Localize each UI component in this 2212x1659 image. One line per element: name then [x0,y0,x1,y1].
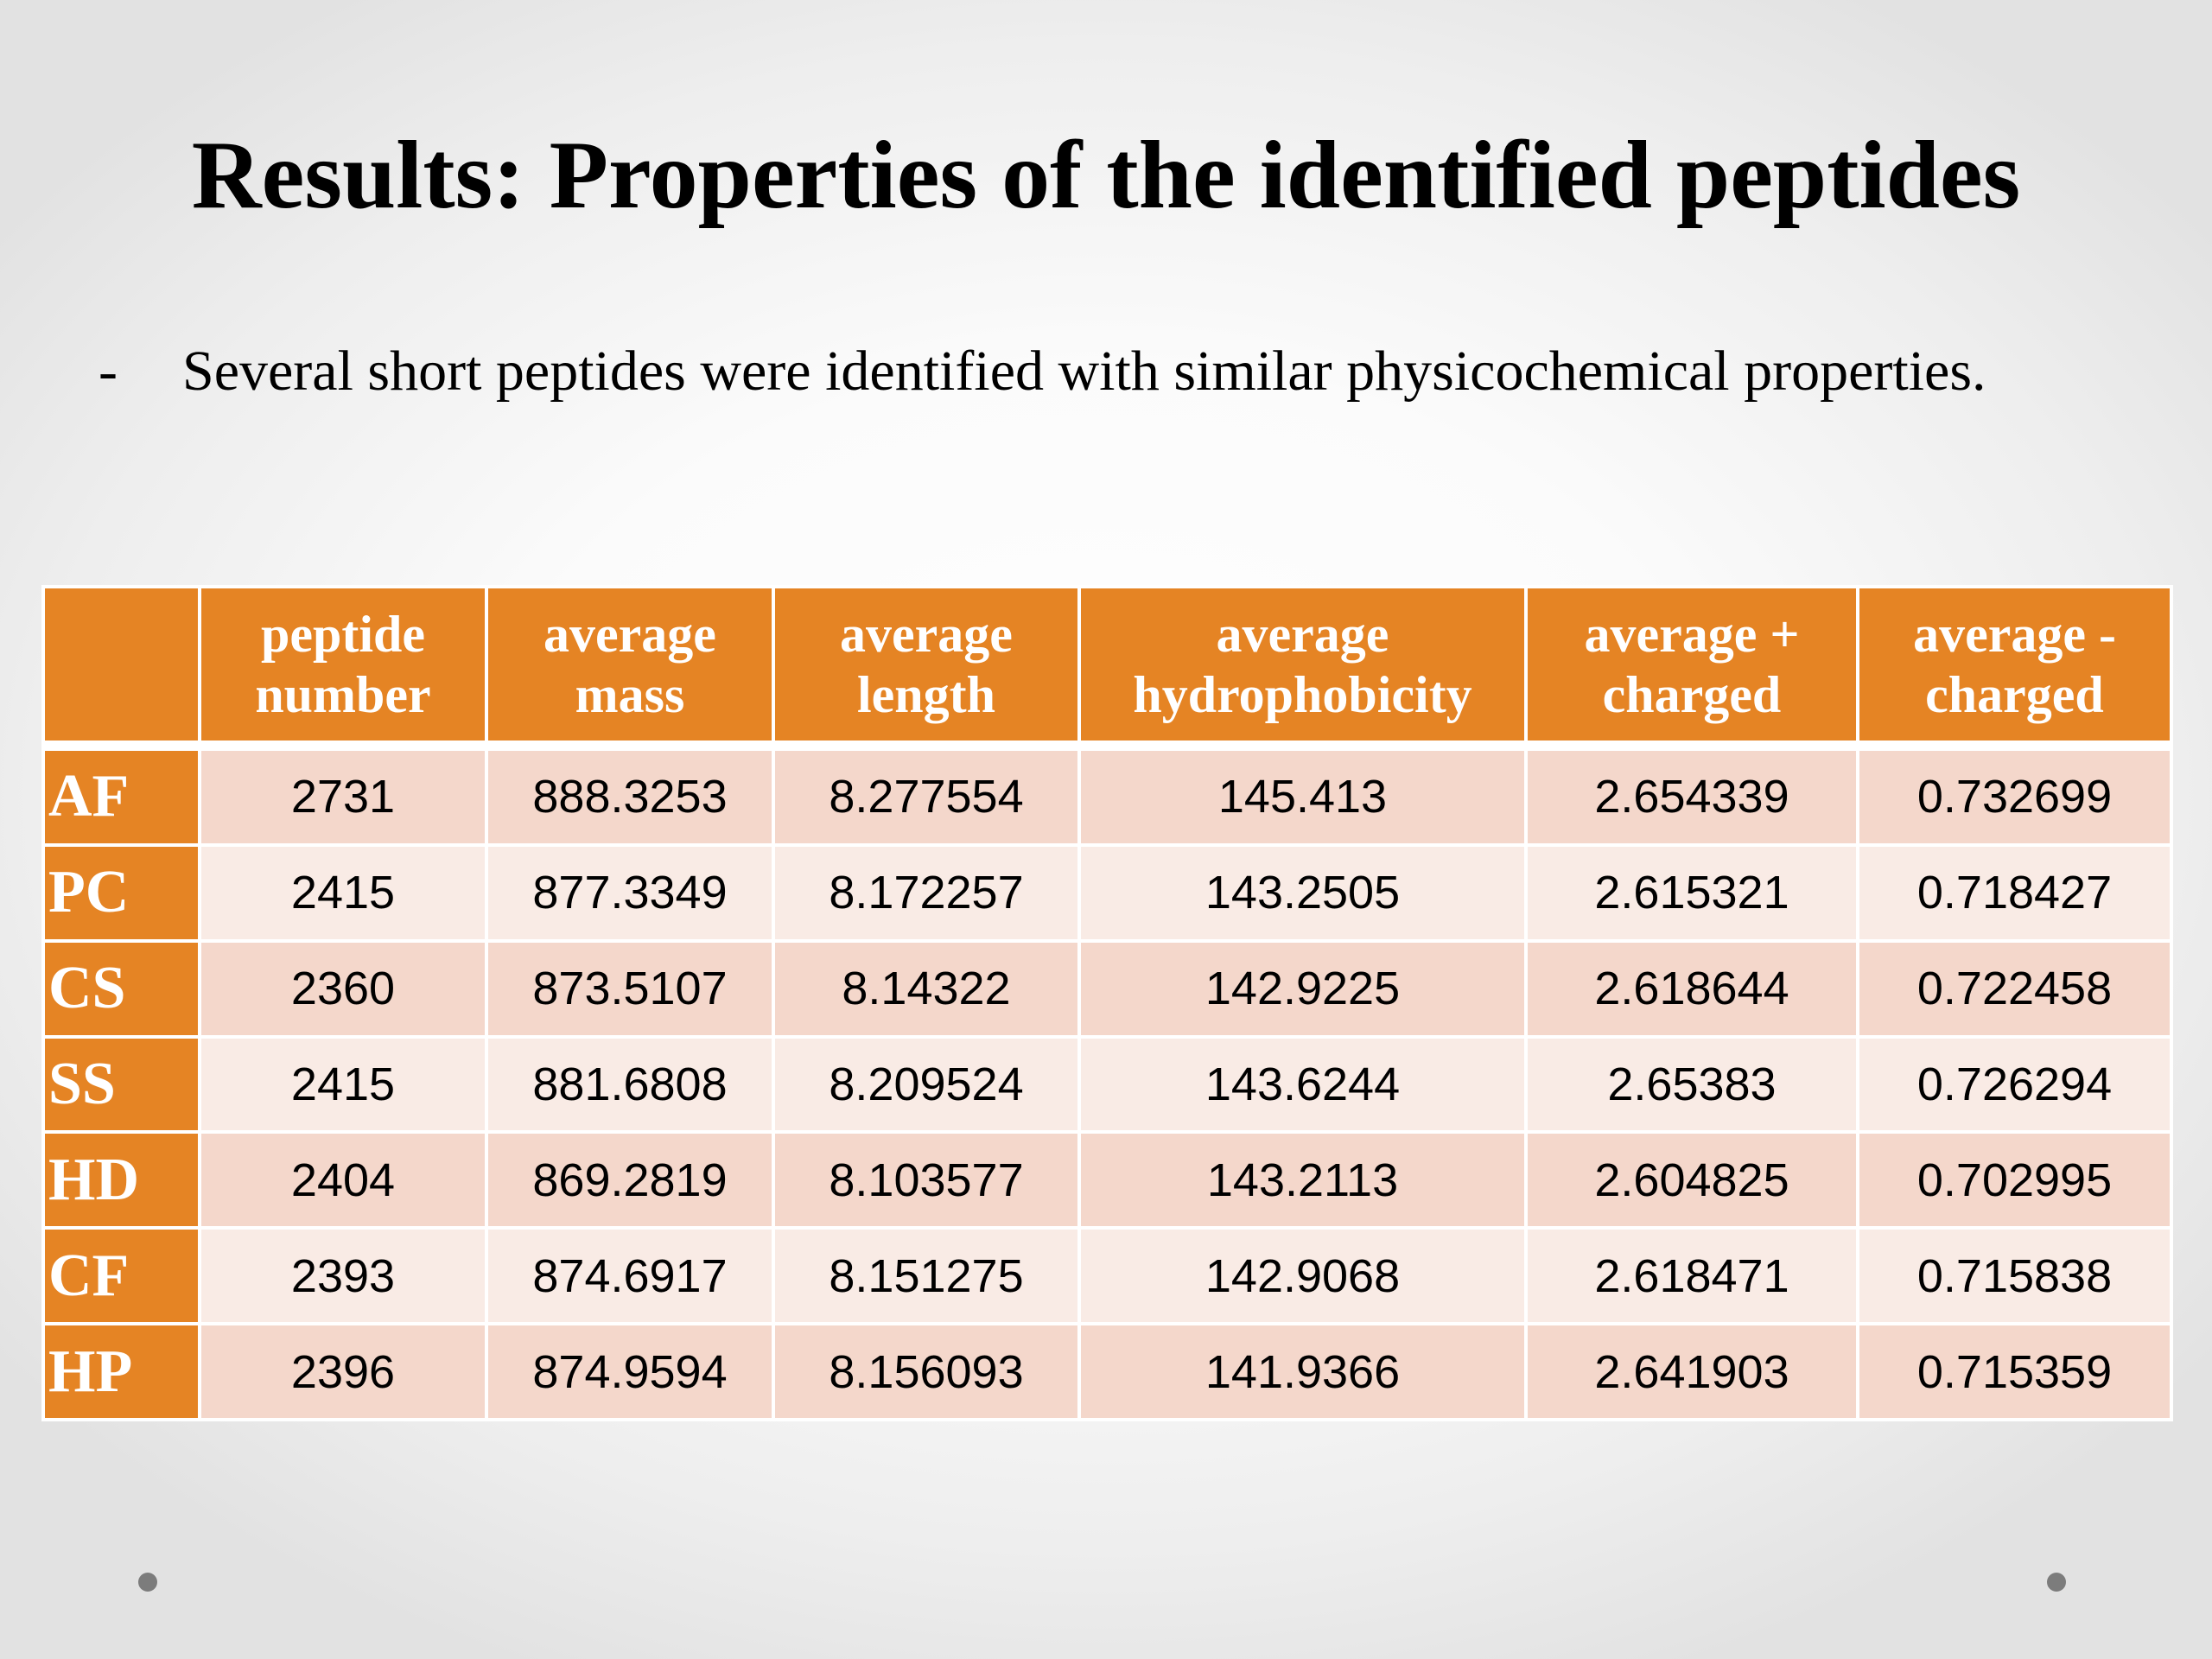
header-average-positive-charged: average + charged [1524,585,1859,751]
table-cell: 2.641903 [1524,1322,1859,1421]
table-cell: 143.2505 [1077,842,1528,943]
table-cell: 888.3253 [485,744,775,847]
table-cell: 0.715838 [1856,1226,2173,1326]
bullet-marker: - [99,340,118,403]
header-average-hydrophobicity: average hydrophobicity [1077,585,1528,751]
table-cell: 8.277554 [772,744,1081,847]
row-label: HP [41,1322,201,1421]
table-cell: 881.6808 [485,1034,775,1135]
row-label: SS [41,1034,201,1135]
row-label: PC [41,842,201,943]
table-cell: 0.722458 [1856,938,2173,1039]
table-cell: 8.151275 [772,1226,1081,1326]
table-cell: 874.6917 [485,1226,775,1326]
header-peptide-number: peptide number [198,585,488,751]
table-cell: 8.209524 [772,1034,1081,1135]
table-cell: 0.702995 [1856,1130,2173,1230]
table-cell: 2.618644 [1524,938,1859,1039]
row-label: AF [41,744,201,847]
table-cell: 869.2819 [485,1130,775,1230]
table-cell: 142.9068 [1077,1226,1528,1326]
table-cell: 2404 [198,1130,488,1230]
row-label: CS [41,938,201,1039]
table-cell: 2.618471 [1524,1226,1859,1326]
table-cell: 2393 [198,1226,488,1326]
header-corner-cell [41,585,201,751]
table-cell: 142.9225 [1077,938,1528,1039]
table-cell: 2.604825 [1524,1130,1859,1230]
table-row: HD 2404 869.2819 8.103577 143.2113 2.604… [41,1130,2173,1230]
table-cell: 2.615321 [1524,842,1859,943]
row-label: HD [41,1130,201,1230]
table-cell: 0.718427 [1856,842,2173,943]
row-label: CF [41,1226,201,1326]
table-cell: 2.65383 [1524,1034,1859,1135]
slide-title: Results: Properties of the identified pe… [191,122,2021,229]
table-cell: 8.103577 [772,1130,1081,1230]
table-cell: 873.5107 [485,938,775,1039]
peptide-properties-table: peptide number average mass average length … [41,585,2173,1421]
table-cell: 2415 [198,1034,488,1135]
table-cell: 2.654339 [1524,744,1859,847]
bullet-text: Several short peptides were identified w… [182,340,1986,403]
header-average-negative-charged: average - charged [1856,585,2173,751]
table-cell: 8.156093 [772,1322,1081,1421]
table-cell: 2396 [198,1322,488,1421]
table-cell: 141.9366 [1077,1322,1528,1421]
table-cell: 877.3349 [485,842,775,943]
table-cell: 0.715359 [1856,1322,2173,1421]
table-row: AF 2731 888.3253 8.277554 145.413 2.6543… [41,744,2173,847]
table-cell: 2731 [198,744,488,847]
table-row: PC 2415 877.3349 8.172257 143.2505 2.615… [41,842,2173,943]
table-header-row: peptide number average mass average length … [41,585,2173,751]
header-average-mass: average mass [485,585,775,751]
table-cell: 8.14322 [772,938,1081,1039]
slide-nav-dot-left [138,1573,157,1592]
table-cell: 143.6244 [1077,1034,1528,1135]
slide-nav-dot-right [2047,1573,2066,1592]
header-average-length: average length [772,585,1081,751]
table-row: CF 2393 874.6917 8.151275 142.9068 2.618… [41,1226,2173,1326]
table-cell: 874.9594 [485,1322,775,1421]
table-cell: 145.413 [1077,744,1528,847]
table-cell: 0.732699 [1856,744,2173,847]
bullet-point: - Several short peptides were identified… [93,333,2184,410]
table-cell: 0.726294 [1856,1034,2173,1135]
table-cell: 2415 [198,842,488,943]
table-row: SS 2415 881.6808 8.209524 143.6244 2.653… [41,1034,2173,1135]
table-cell: 143.2113 [1077,1130,1528,1230]
table-cell: 2360 [198,938,488,1039]
table-cell: 8.172257 [772,842,1081,943]
table-row: HP 2396 874.9594 8.156093 141.9366 2.641… [41,1322,2173,1421]
table-row: CS 2360 873.5107 8.14322 142.9225 2.6186… [41,938,2173,1039]
